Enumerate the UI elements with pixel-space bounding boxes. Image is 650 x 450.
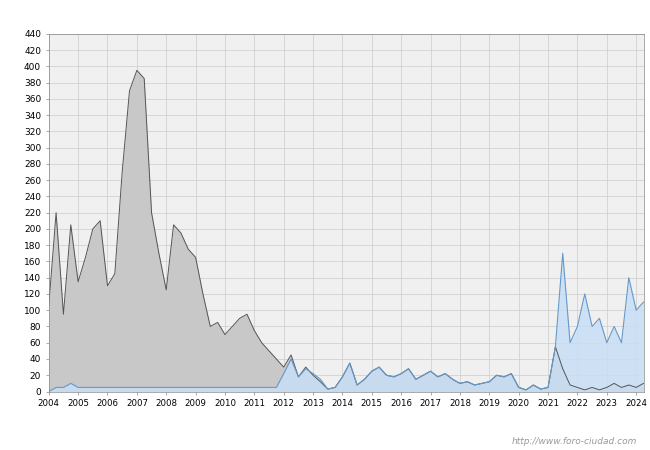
Text: Arcos de la Frontera - Evolucion del Nº de Transacciones Inmobiliarias: Arcos de la Frontera - Evolucion del Nº … <box>93 10 557 22</box>
Text: http://www.foro-ciudad.com: http://www.foro-ciudad.com <box>512 436 637 446</box>
